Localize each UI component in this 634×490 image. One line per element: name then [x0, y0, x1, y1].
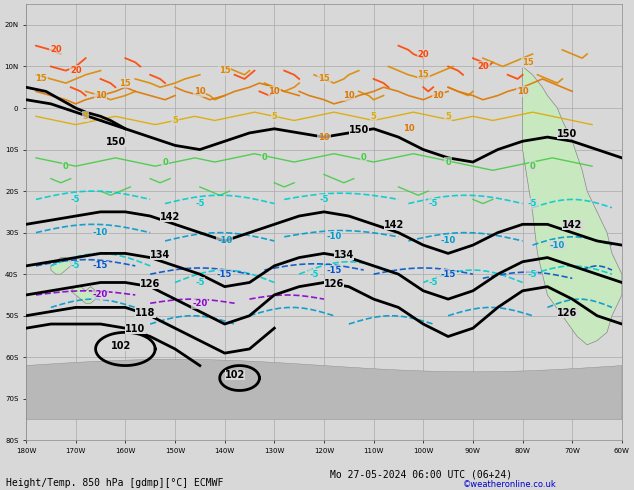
Text: 15: 15 [318, 74, 330, 83]
Polygon shape [622, 320, 632, 328]
Text: -20: -20 [192, 299, 207, 308]
Text: 0: 0 [529, 162, 535, 171]
Text: 102: 102 [110, 341, 131, 351]
Text: 102: 102 [224, 370, 245, 380]
Text: 0: 0 [445, 157, 451, 167]
Text: -15: -15 [327, 266, 342, 274]
Text: -10: -10 [550, 241, 565, 249]
Text: 126: 126 [140, 279, 160, 289]
Text: 5: 5 [82, 112, 89, 121]
Text: -5: -5 [195, 278, 205, 287]
Text: -5: -5 [195, 199, 205, 208]
Polygon shape [522, 67, 622, 345]
Text: 10: 10 [432, 91, 444, 100]
Text: 20: 20 [417, 49, 429, 58]
Text: 10: 10 [403, 124, 414, 133]
Text: -5: -5 [71, 195, 81, 204]
Text: -10: -10 [441, 237, 456, 245]
Text: 0: 0 [162, 157, 168, 167]
Text: 10: 10 [343, 91, 354, 100]
Text: Mo 27-05-2024 06:00 UTC (06+24): Mo 27-05-2024 06:00 UTC (06+24) [330, 469, 512, 479]
Text: 150: 150 [349, 125, 369, 135]
Text: -5: -5 [527, 199, 537, 208]
Text: -10: -10 [93, 228, 108, 237]
Text: 126: 126 [557, 308, 578, 318]
Text: 134: 134 [150, 249, 171, 260]
Polygon shape [26, 359, 622, 419]
Text: -10: -10 [327, 232, 342, 241]
Text: 5: 5 [271, 112, 277, 121]
Text: 10: 10 [517, 87, 528, 96]
Text: 10: 10 [194, 87, 205, 96]
Text: 5: 5 [445, 112, 451, 121]
Text: 0: 0 [361, 153, 366, 162]
Text: 20: 20 [477, 62, 489, 71]
Text: -5: -5 [527, 270, 537, 279]
Text: 126: 126 [324, 279, 344, 289]
Text: 5: 5 [172, 116, 178, 125]
Polygon shape [71, 287, 96, 303]
Text: 0: 0 [63, 162, 68, 171]
Text: -15: -15 [441, 270, 456, 279]
Text: 15: 15 [522, 58, 533, 67]
Text: -5: -5 [71, 261, 81, 270]
Text: 0: 0 [261, 153, 268, 162]
Text: -5: -5 [429, 199, 438, 208]
Text: Height/Temp. 850 hPa [gdmp][°C] ECMWF: Height/Temp. 850 hPa [gdmp][°C] ECMWF [6, 478, 224, 488]
Text: ©weatheronline.co.uk: ©weatheronline.co.uk [463, 480, 557, 489]
Text: -10: -10 [217, 237, 232, 245]
Text: 150: 150 [105, 137, 126, 147]
Text: -15: -15 [93, 261, 108, 270]
Text: -5: -5 [320, 195, 328, 204]
Text: -5: -5 [429, 278, 438, 287]
Text: 15: 15 [119, 78, 131, 88]
Text: 10: 10 [269, 87, 280, 96]
Text: -5: -5 [309, 270, 319, 279]
Text: 15: 15 [35, 74, 47, 83]
Text: 110: 110 [126, 324, 146, 334]
Text: 118: 118 [135, 308, 156, 318]
Text: 20: 20 [70, 66, 82, 75]
Text: 134: 134 [334, 249, 354, 260]
Text: 142: 142 [562, 220, 583, 230]
Text: 5: 5 [371, 112, 377, 121]
Text: -15: -15 [217, 270, 232, 279]
Text: 142: 142 [160, 212, 180, 222]
Text: 150: 150 [557, 129, 578, 139]
Text: 15: 15 [417, 70, 429, 79]
Text: 10: 10 [318, 133, 330, 142]
Text: 15: 15 [219, 66, 231, 75]
Text: 142: 142 [384, 220, 404, 230]
Text: 10: 10 [94, 91, 107, 100]
Text: 20: 20 [50, 46, 61, 54]
Polygon shape [51, 258, 71, 274]
Text: -20: -20 [93, 291, 108, 299]
